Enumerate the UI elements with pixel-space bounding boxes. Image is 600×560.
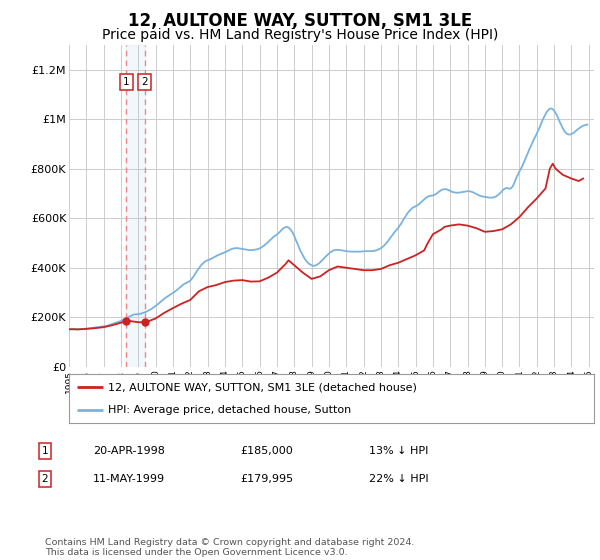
Text: £185,000: £185,000 — [240, 446, 293, 456]
Text: 12, AULTONE WAY, SUTTON, SM1 3LE: 12, AULTONE WAY, SUTTON, SM1 3LE — [128, 12, 472, 30]
Bar — [127, 45, 145, 367]
Text: 11-MAY-1999: 11-MAY-1999 — [93, 474, 165, 484]
Text: 1: 1 — [41, 446, 49, 456]
Text: 2: 2 — [142, 77, 148, 87]
Text: 1: 1 — [123, 77, 130, 87]
Text: Contains HM Land Registry data © Crown copyright and database right 2024.
This d: Contains HM Land Registry data © Crown c… — [45, 538, 415, 557]
Text: 12, AULTONE WAY, SUTTON, SM1 3LE (detached house): 12, AULTONE WAY, SUTTON, SM1 3LE (detach… — [109, 382, 417, 392]
Text: HPI: Average price, detached house, Sutton: HPI: Average price, detached house, Sutt… — [109, 405, 352, 414]
Text: 13% ↓ HPI: 13% ↓ HPI — [369, 446, 428, 456]
Text: £179,995: £179,995 — [240, 474, 293, 484]
Text: 20-APR-1998: 20-APR-1998 — [93, 446, 165, 456]
Text: 2: 2 — [41, 474, 49, 484]
Text: Price paid vs. HM Land Registry's House Price Index (HPI): Price paid vs. HM Land Registry's House … — [102, 28, 498, 42]
Text: 22% ↓ HPI: 22% ↓ HPI — [369, 474, 428, 484]
